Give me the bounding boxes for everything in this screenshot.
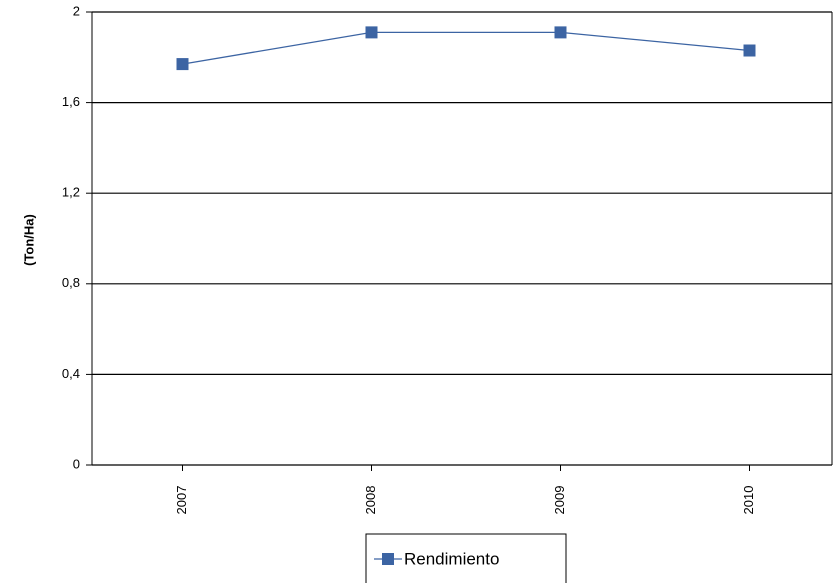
x-tick-label: 2009 (552, 486, 567, 515)
legend-marker (382, 553, 394, 565)
y-tick-label: 1,2 (62, 185, 80, 200)
y-tick-label: 1,6 (62, 94, 80, 109)
y-axis-title: (Ton/Ha) (21, 214, 36, 266)
y-tick-label: 2 (73, 3, 80, 18)
point-marker (365, 26, 378, 39)
x-tick-label: 2010 (741, 486, 756, 515)
x-tick-label: 2007 (174, 486, 189, 515)
series-line (182, 31, 750, 65)
point-marker (743, 44, 756, 57)
point-marker (554, 26, 567, 39)
y-tick-label: 0,4 (62, 366, 80, 381)
point-marker (176, 58, 189, 71)
x-tick-label: 2008 (363, 486, 378, 515)
y-tick-label: 0,8 (62, 275, 80, 290)
legend-label: Rendimiento (404, 549, 499, 568)
y-tick-label: 0 (73, 456, 80, 471)
